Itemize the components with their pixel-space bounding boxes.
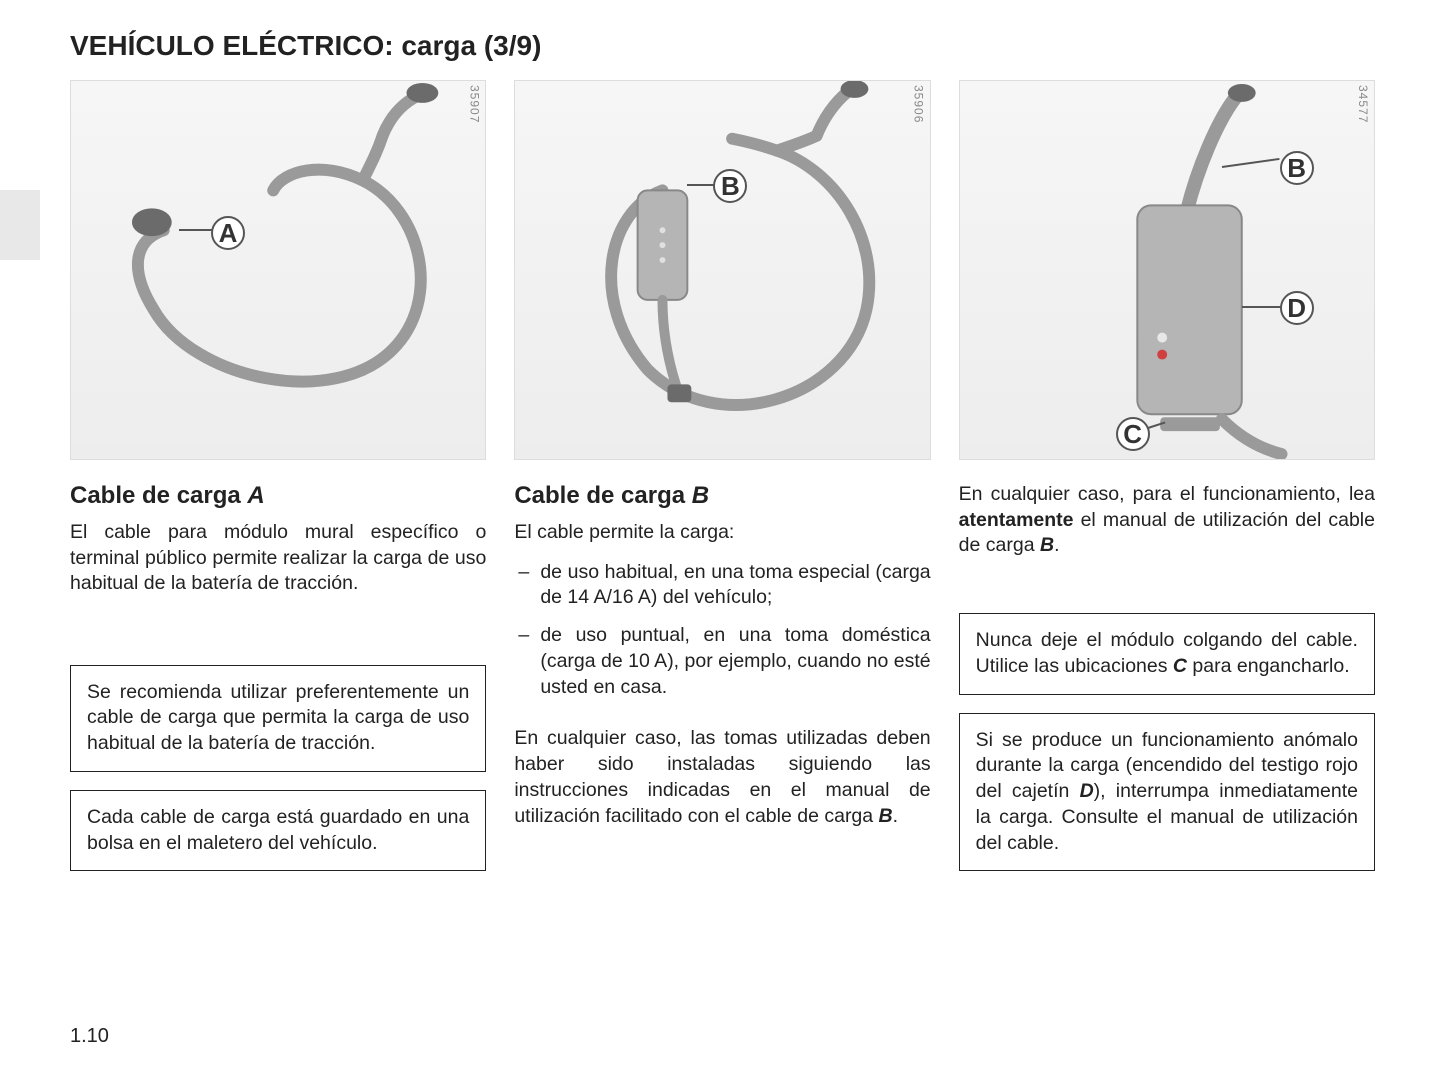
content-columns: 35907 A Cable de carga A El cable para m… [70,80,1375,871]
section-heading-b: Cable de carga B [514,482,930,510]
page-side-tab [0,190,40,260]
col1-paragraph-1: El cable para módulo mural específico o … [70,520,486,597]
column-3: 34577 B D C En cualquier caso [959,80,1375,871]
col1-note-1: Se recomienda utilizar preferentemente u… [70,665,486,772]
col3-n1-b: C [1173,655,1187,677]
column-1: 35907 A Cable de carga A El cable para m… [70,80,486,871]
col3-paragraph-1: En cualquier caso, para el funcionamient… [959,482,1375,559]
figure-label-b2: B [1280,151,1314,185]
col3-p1-a: En cualquier caso, para el funcionamient… [959,483,1375,505]
col3-p1-e: . [1054,534,1059,556]
col1-note-2: Cada cable de carga está guardado en una… [70,790,486,871]
figure-cable-a: 35907 A [70,80,486,460]
col2-p2-b: B [879,805,893,827]
leader-line-b1 [687,184,715,186]
col3-p1-b: atentamente [959,509,1074,531]
col2-list-item-1: de uso habitual, en una toma especial (c… [514,560,930,611]
page-title: VEHÍCULO ELÉCTRICO: carga (3/9) [70,30,1375,62]
leader-line-d [1242,306,1282,308]
page-number: 1.10 [70,1025,109,1048]
col2-list-item-2: de uso puntual, en una toma doméstica (c… [514,623,930,700]
heading-b-prefix: Cable de carga [514,482,691,509]
figure-cable-bcd: 34577 B D C [959,80,1375,460]
col3-n2-b: D [1080,780,1094,802]
cable-a-drawing [71,81,485,459]
col2-list: de uso habitual, en una toma especial (c… [514,560,930,713]
col3-n1-c: para engancharlo. [1187,655,1350,677]
figure-label-d: D [1280,291,1314,325]
col2-p2-a: En cualquier caso, las tomas utilizadas … [514,727,930,826]
section-heading-a: Cable de carga A [70,482,486,510]
heading-a-prefix: Cable de carga [70,482,247,509]
col2-paragraph-2: En cualquier caso, las tomas utilizadas … [514,726,930,829]
cable-bcd-drawing [960,81,1374,459]
figure-cable-b: 35906 B [514,80,930,460]
col2-paragraph-1: El cable permite la carga: [514,520,930,546]
col3-note-2: Si se produce un funcionamiento anómalo … [959,713,1375,872]
figure-label-c: C [1116,417,1150,451]
heading-b-letter: B [692,482,709,509]
col3-p1-d: B [1040,534,1054,556]
column-2: 35906 B Cable de carga B El ca [514,80,930,871]
col2-p2-c: . [893,805,898,827]
figure-label-a: A [211,216,245,250]
cable-b-drawing [515,81,929,459]
leader-line-a [179,229,213,231]
heading-a-letter: A [247,482,264,509]
col3-note-1: Nunca deje el módulo colgando del cable.… [959,613,1375,694]
